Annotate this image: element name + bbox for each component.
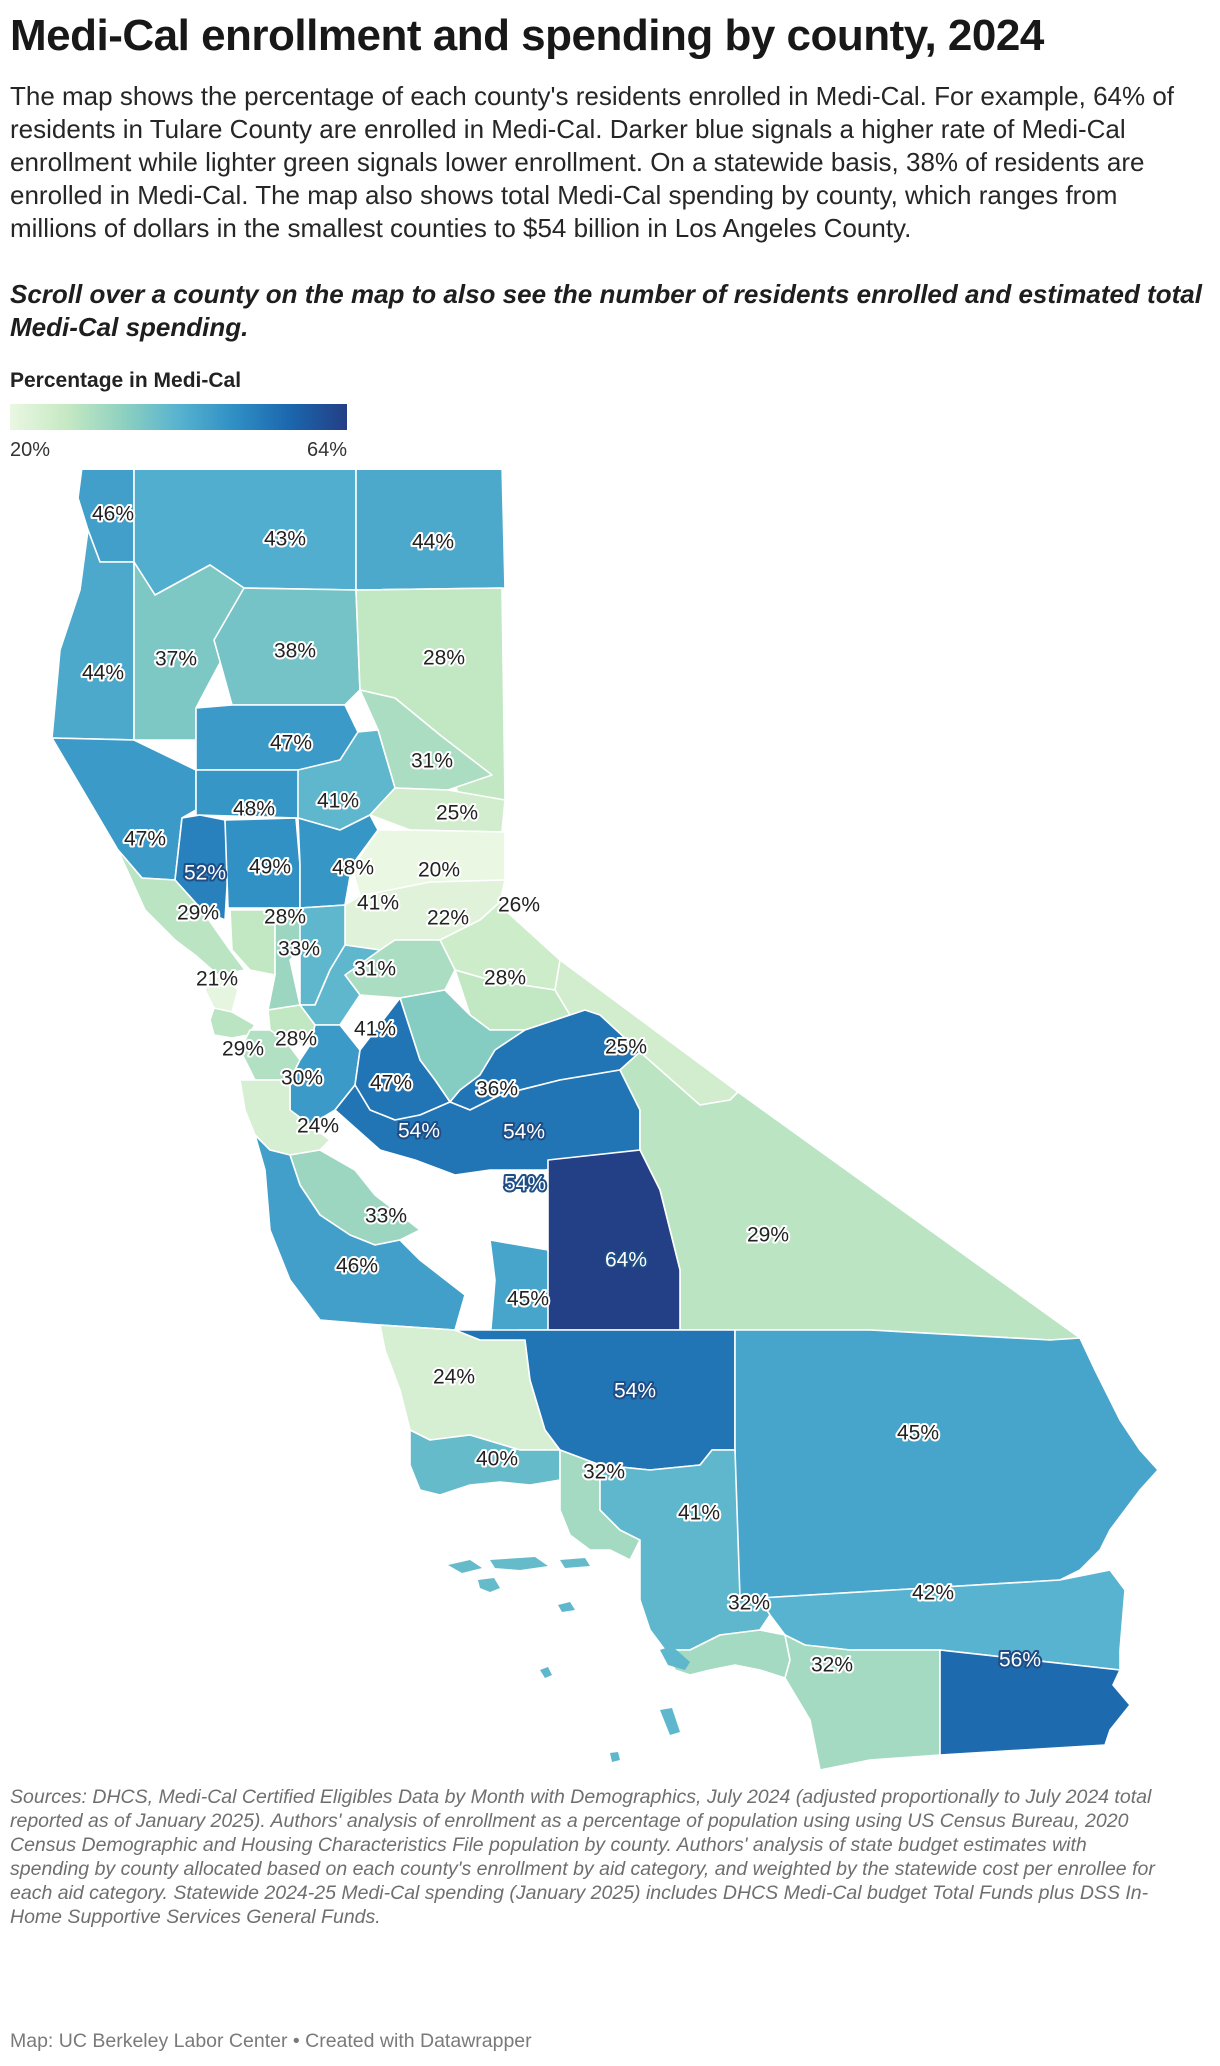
county-percent-label: 47%	[370, 1072, 412, 1095]
island-shape	[448, 1560, 482, 1573]
county-percent-label: 54%	[398, 1120, 440, 1143]
sources-note: Sources: DHCS, Medi-Cal Certified Eligib…	[10, 1786, 1155, 1928]
county-shape[interactable]	[209, 1007, 256, 1039]
county-percent-label: 24%	[297, 1115, 339, 1138]
page-title: Medi-Cal enrollment and spending by coun…	[10, 11, 1044, 60]
island-shape	[660, 1708, 680, 1735]
county-percent-label: 37%	[155, 648, 197, 671]
county-percent-label: 49%	[249, 856, 291, 879]
county-percent-label: 28%	[423, 647, 465, 670]
county-shape[interactable]	[734, 1329, 1159, 1599]
county-percent-label: 47%	[270, 732, 312, 755]
county-shape[interactable]	[409, 1429, 561, 1496]
county-percent-label: 64%	[605, 1249, 647, 1272]
county-labels: 46% 43% 44% 44% 37% 38% 28% 47% 31% 47% 48% 41% 25% 5…	[80, 501, 1043, 1679]
county-shape[interactable]	[355, 470, 506, 591]
county-percent-label: 44%	[412, 531, 454, 554]
island-shape	[490, 1557, 548, 1570]
county-shape[interactable]	[229, 909, 276, 976]
channel-islands	[448, 1557, 690, 1762]
legend-min-label: 20%	[10, 439, 51, 461]
county-percent-label: 46%	[336, 1255, 378, 1278]
county-percent-label: 25%	[605, 1036, 647, 1059]
legend-title: Percentage in Medi-Cal	[10, 369, 242, 392]
description-text: The map shows the percentage of each cou…	[10, 81, 1175, 243]
county-percent-label: 30%	[281, 1067, 323, 1090]
legend-ticks: 20% 64%	[10, 435, 347, 463]
county-percent-label: 42%	[912, 1582, 954, 1605]
island-shape	[660, 1646, 690, 1670]
color-legend: Percentage in Medi-Cal 20% 64%	[10, 368, 350, 463]
county-shape[interactable]	[619, 1051, 1081, 1341]
county-percent-label: 47%	[124, 828, 166, 851]
county-percent-label: 43%	[264, 528, 306, 551]
island-shape	[558, 1602, 575, 1612]
description: The map shows the percentage of each cou…	[10, 80, 1210, 245]
county-percent-label: 31%	[354, 958, 396, 981]
county-percent-label: 20%	[418, 859, 460, 882]
county-percent-label: 41%	[357, 892, 399, 915]
county-percent-label: 31%	[411, 750, 453, 773]
county-shapes	[51, 470, 1159, 1770]
island-shape	[478, 1578, 500, 1592]
county-shape[interactable]	[267, 907, 301, 1011]
county-percent-label: 44%	[82, 662, 124, 685]
island-shape	[540, 1667, 552, 1678]
county-percent-label: 33%	[365, 1205, 407, 1228]
county-percent-label: 33%	[278, 938, 320, 961]
county-percent-label: 54%	[504, 1173, 546, 1196]
county-percent-label: 52%	[184, 862, 226, 885]
county-percent-label: 41%	[678, 1502, 720, 1525]
county-percent-label: 54%	[614, 1380, 656, 1403]
county-percent-label: 45%	[507, 1288, 549, 1311]
county-percent-label: 36%	[476, 1078, 518, 1101]
county-percent-label: 32%	[811, 1654, 853, 1677]
county-percent-label: 29%	[177, 902, 219, 925]
california-county-map: 46% 43% 44% 44% 37% 38% 28% 47% 31% 47% 48% 41% 25% 5…	[51, 470, 1159, 1770]
county-percent-label: 24%	[433, 1366, 475, 1389]
county-percent-label: 32%	[728, 1592, 770, 1615]
county-shape[interactable]	[254, 1134, 466, 1331]
county-percent-label: 26%	[498, 894, 540, 917]
county-percent-label: 29%	[747, 1224, 789, 1247]
county-percent-label: 28%	[275, 1028, 317, 1051]
legend-max-label: 64%	[306, 439, 347, 461]
county-percent-label: 22%	[427, 907, 469, 930]
county-shape[interactable]	[51, 529, 135, 741]
county-percent-label: 45%	[897, 1422, 939, 1445]
county-percent-label: 40%	[476, 1448, 518, 1471]
county-shape[interactable]	[117, 849, 246, 976]
county-percent-label: 28%	[264, 906, 306, 929]
county-shape[interactable]	[939, 1649, 1131, 1756]
county-percent-label: 25%	[436, 802, 478, 825]
county-percent-label: 41%	[317, 790, 359, 813]
county-percent-label: 41%	[354, 1018, 396, 1041]
county-percent-label: 21%	[196, 968, 238, 991]
county-percent-label: 28%	[484, 967, 526, 990]
county-percent-label: 38%	[274, 640, 316, 663]
island-shape	[610, 1752, 620, 1762]
legend-gradient-bar	[10, 404, 347, 430]
hover-instruction: Scroll over a county on the map to also …	[10, 279, 1202, 342]
county-percent-label: 48%	[233, 798, 275, 821]
island-shape	[560, 1558, 590, 1568]
county-percent-label: 54%	[503, 1121, 545, 1144]
county-percent-label: 56%	[999, 1649, 1041, 1672]
county-shape[interactable]	[784, 1634, 941, 1770]
county-shape[interactable]	[297, 814, 379, 909]
county-percent-label: 29%	[222, 1038, 264, 1061]
county-percent-label: 48%	[332, 857, 374, 880]
credit-line: Map: UC Berkeley Labor Center • Created …	[10, 2030, 532, 2052]
county-shape[interactable]	[133, 470, 357, 596]
county-percent-label: 46%	[92, 503, 134, 526]
county-percent-label: 32%	[583, 1461, 625, 1484]
